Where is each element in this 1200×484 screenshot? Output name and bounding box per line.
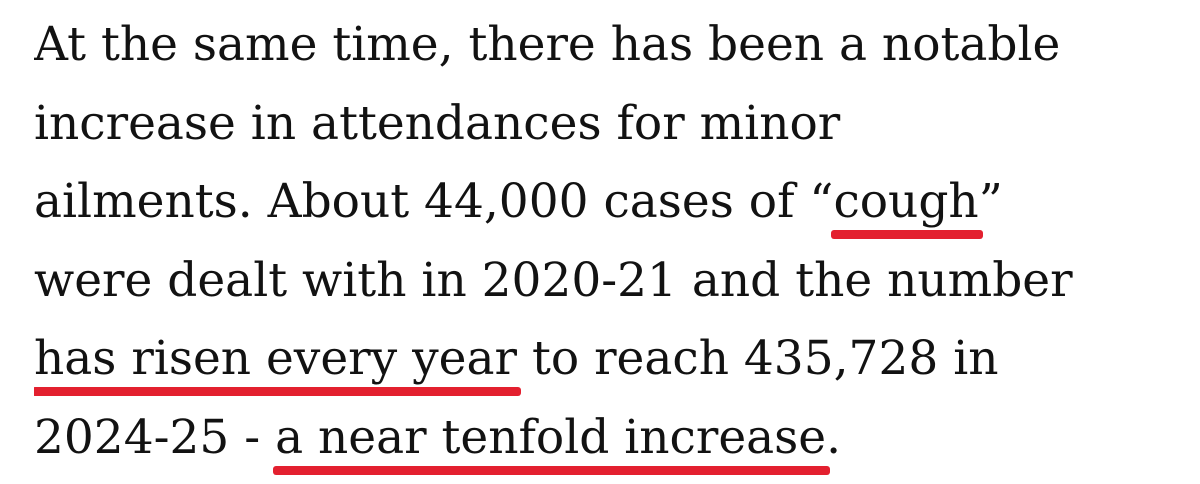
article-paragraph: At the same time, there has been a notab… — [34, 6, 1194, 477]
text-line: At the same time, there has been a notab… — [34, 6, 1194, 85]
text: At the same time, there has been a notab… — [34, 17, 1061, 72]
text: increase in attendances for minor — [34, 95, 841, 151]
text: ailments. About 44,000 cases of “ — [34, 174, 834, 229]
text: were dealt with in 2020-21 and the numbe… — [34, 252, 1073, 308]
underlined-text: cough — [831, 163, 983, 241]
underlined-text: has risen every year — [34, 320, 521, 398]
text-line: 2024-25 - a near tenfold increase. — [34, 399, 1194, 478]
text-line: has risen every year to reach 435,728 in — [34, 320, 1194, 399]
text: to reach 435,728 in — [517, 331, 999, 386]
text: . — [826, 409, 842, 465]
text-line: increase in attendances for minor — [34, 85, 1194, 164]
text-line: ailments. About 44,000 cases of “cough” — [34, 163, 1194, 242]
text: 2024-25 - — [34, 409, 276, 465]
text: ” — [978, 174, 1003, 229]
underlined-text: a near tenfold increase — [273, 399, 831, 477]
text-line: were dealt with in 2020-21 and the numbe… — [34, 242, 1194, 321]
